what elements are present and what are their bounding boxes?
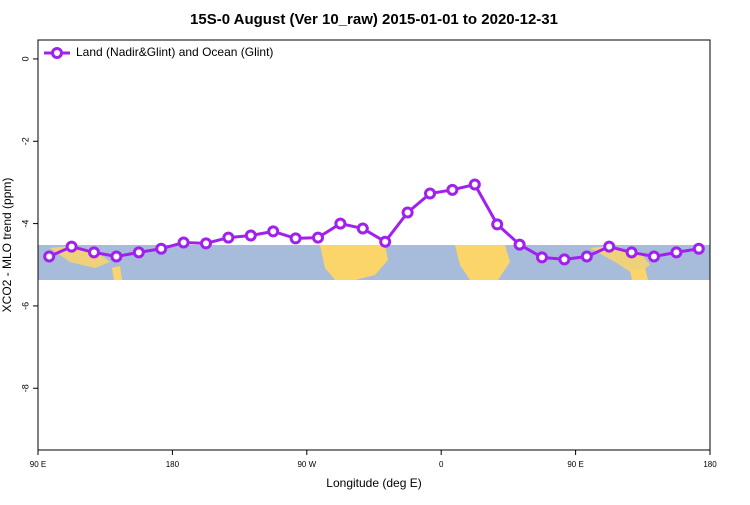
point (88, 246, 100, 259)
legend-marker (51, 47, 63, 59)
point (289, 232, 302, 245)
point (401, 206, 414, 219)
point (558, 253, 571, 266)
point (110, 250, 123, 263)
point (603, 240, 616, 253)
land (455, 245, 510, 280)
y-tick-label: -6 (20, 302, 30, 310)
x-tick-label: 90 W (297, 460, 316, 469)
point (513, 238, 526, 251)
plot-frame (37, 39, 711, 451)
point (468, 178, 481, 191)
point (244, 229, 257, 242)
land (320, 245, 388, 280)
point (43, 250, 56, 263)
y-tick-label: -2 (20, 137, 30, 145)
point (446, 183, 459, 196)
point (65, 240, 78, 253)
y-axis-label: XCO2 - MLO trend (ppm) (0, 178, 14, 313)
point (625, 246, 638, 259)
point (356, 222, 369, 235)
point (312, 231, 324, 244)
point (222, 231, 235, 244)
x-tick-label: 90 E (567, 460, 583, 469)
legend: Land (Nadir&Glint) and Ocean (Glint) (44, 45, 273, 59)
point (177, 236, 190, 249)
x-tick-label: 0 (439, 460, 444, 469)
x-tick-label: 180 (166, 460, 180, 469)
point (491, 218, 504, 231)
point (155, 242, 168, 255)
point (200, 237, 212, 250)
point (670, 246, 683, 259)
land (112, 266, 122, 280)
point (648, 250, 660, 263)
point (692, 242, 705, 255)
y-tick-label: -4 (20, 220, 30, 228)
point (132, 246, 145, 259)
legend-label: Land (Nadir&Glint) and Ocean (Glint) (76, 45, 273, 59)
x-tick-label: 90 E (30, 460, 46, 469)
chart-title: 15S-0 August (Ver 10_raw) 2015-01-01 to … (190, 11, 558, 28)
y-tick-label: 0 (20, 56, 30, 61)
point (334, 217, 347, 230)
y-tick-label: -8 (20, 384, 30, 392)
land (630, 268, 648, 280)
point (580, 250, 593, 263)
point (536, 251, 548, 264)
point (267, 225, 280, 238)
point (379, 235, 392, 248)
point (424, 187, 436, 200)
x-tick-label: 180 (703, 460, 717, 469)
x-axis-label: Longitude (deg E) (326, 476, 421, 490)
